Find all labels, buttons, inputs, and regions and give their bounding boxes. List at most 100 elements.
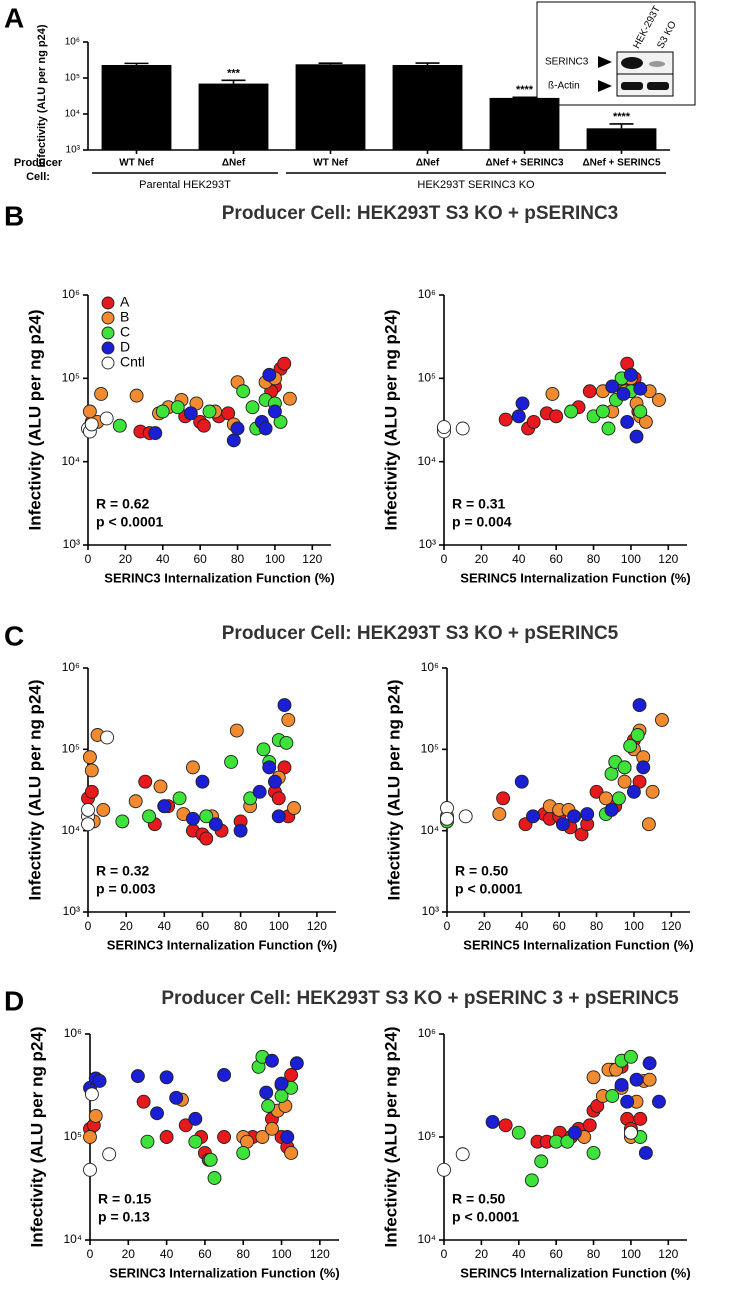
y-tick-label: 10⁴ bbox=[417, 1232, 436, 1246]
point bbox=[580, 807, 595, 822]
point bbox=[136, 1094, 151, 1109]
y-tick-label: 10⁴ bbox=[61, 823, 80, 837]
row-label: Cell: bbox=[26, 171, 50, 183]
x-tick-label: 120 bbox=[307, 919, 327, 933]
stat-annotation: R = 0.15 bbox=[98, 1191, 152, 1207]
point bbox=[138, 774, 153, 789]
y-tick-label: 10⁶ bbox=[62, 287, 80, 301]
bar bbox=[489, 97, 560, 150]
point bbox=[100, 730, 115, 745]
x-tick-label: ΔNef bbox=[222, 158, 246, 169]
y-tick-label: 10⁶ bbox=[418, 287, 436, 301]
point bbox=[236, 384, 251, 399]
point bbox=[511, 1125, 526, 1140]
point bbox=[128, 794, 143, 809]
point bbox=[440, 811, 454, 826]
point bbox=[564, 404, 579, 419]
point bbox=[150, 1106, 164, 1121]
point bbox=[129, 388, 144, 403]
y-tick-label: 10⁶ bbox=[418, 1026, 436, 1040]
x-tick-label: ΔNef bbox=[416, 158, 440, 169]
row-title: Producer Cell: HEK293T S3 KO + pSERINC3 bbox=[222, 203, 618, 224]
point bbox=[458, 809, 473, 824]
point bbox=[652, 1094, 666, 1109]
x-tick-label: 40 bbox=[512, 1247, 526, 1261]
x-axis-label: SERINC3 Internalization Function (%) bbox=[107, 937, 337, 952]
x-axis-label: SERINC5 Internalization Function (%) bbox=[460, 570, 690, 585]
x-tick-label: 80 bbox=[237, 1247, 251, 1261]
point bbox=[655, 712, 669, 727]
y-tick-label: 10³ bbox=[419, 537, 436, 551]
x-tick-label: 100 bbox=[621, 1247, 641, 1261]
y-tick-label: 10⁵ bbox=[418, 1129, 436, 1143]
point bbox=[233, 823, 248, 838]
point bbox=[617, 774, 632, 789]
point bbox=[524, 1173, 539, 1188]
point bbox=[196, 418, 211, 433]
point bbox=[195, 774, 210, 789]
x-tick-label: 20 bbox=[119, 919, 133, 933]
point bbox=[612, 791, 626, 806]
y-tick-label: 10⁴ bbox=[61, 454, 80, 468]
point bbox=[99, 411, 114, 426]
point bbox=[595, 404, 610, 419]
point bbox=[159, 1130, 174, 1144]
point bbox=[614, 1078, 629, 1092]
x-tick-label: 100 bbox=[265, 552, 285, 566]
point bbox=[598, 791, 613, 806]
point bbox=[262, 760, 277, 775]
y-axis-label: Infectivity (ALU per ng p24) bbox=[381, 1026, 400, 1247]
significance: **** bbox=[613, 111, 631, 123]
x-tick-label: ΔNef + SERINC3 bbox=[485, 158, 563, 169]
y-tick-label: 10⁶ bbox=[65, 37, 80, 48]
y-tick-label: 10⁵ bbox=[62, 742, 80, 756]
point bbox=[485, 1114, 500, 1129]
point bbox=[455, 421, 470, 436]
point bbox=[281, 712, 296, 727]
y-tick-label: 10⁴ bbox=[63, 1232, 82, 1246]
y-tick-label: 10³ bbox=[422, 904, 439, 918]
point bbox=[170, 400, 185, 415]
x-tick-label: 20 bbox=[475, 1247, 489, 1261]
y-tick-label: 10³ bbox=[63, 537, 80, 551]
point bbox=[271, 809, 286, 824]
point bbox=[498, 1118, 513, 1133]
x-axis-label: SERINC3 Internalization Function (%) bbox=[104, 570, 334, 585]
x-tick-label: 100 bbox=[269, 919, 289, 933]
legend-swatch bbox=[101, 311, 115, 325]
point bbox=[252, 784, 267, 799]
significance: *** bbox=[227, 67, 241, 79]
point bbox=[256, 742, 271, 757]
point bbox=[178, 1118, 193, 1133]
stat-annotation: R = 0.62 bbox=[96, 496, 150, 512]
x-tick-label: 120 bbox=[310, 1247, 330, 1261]
x-tick-label: 20 bbox=[122, 1247, 136, 1261]
x-axis-label: SERINC3 Internalization Function (%) bbox=[109, 1265, 339, 1280]
point bbox=[245, 400, 260, 415]
x-tick-label: 80 bbox=[590, 919, 604, 933]
point bbox=[155, 404, 170, 419]
point bbox=[287, 801, 301, 815]
x-tick-label: 0 bbox=[444, 919, 451, 933]
x-tick-label: 40 bbox=[515, 919, 529, 933]
row-title: Producer Cell: HEK293T S3 KO + pSERINC5 bbox=[222, 623, 619, 644]
point bbox=[94, 386, 109, 401]
point bbox=[567, 809, 582, 824]
x-tick-label: 60 bbox=[198, 1247, 212, 1261]
y-tick-label: 10⁴ bbox=[417, 454, 436, 468]
panel-label: B bbox=[4, 200, 24, 231]
point bbox=[623, 1125, 638, 1140]
stat-annotation: R = 0.32 bbox=[96, 863, 150, 879]
legend-swatch bbox=[101, 341, 115, 355]
x-tick-label: 120 bbox=[661, 919, 681, 933]
stat-annotation: R = 0.50 bbox=[452, 1191, 506, 1207]
y-tick-label: 10⁵ bbox=[65, 73, 80, 84]
x-tick-label: 0 bbox=[85, 919, 92, 933]
bar bbox=[101, 64, 172, 150]
point bbox=[96, 802, 111, 817]
x-tick-label: WT Nef bbox=[313, 158, 348, 169]
point bbox=[284, 1146, 299, 1160]
y-tick-label: 10⁵ bbox=[64, 1129, 82, 1143]
point bbox=[629, 1072, 644, 1087]
